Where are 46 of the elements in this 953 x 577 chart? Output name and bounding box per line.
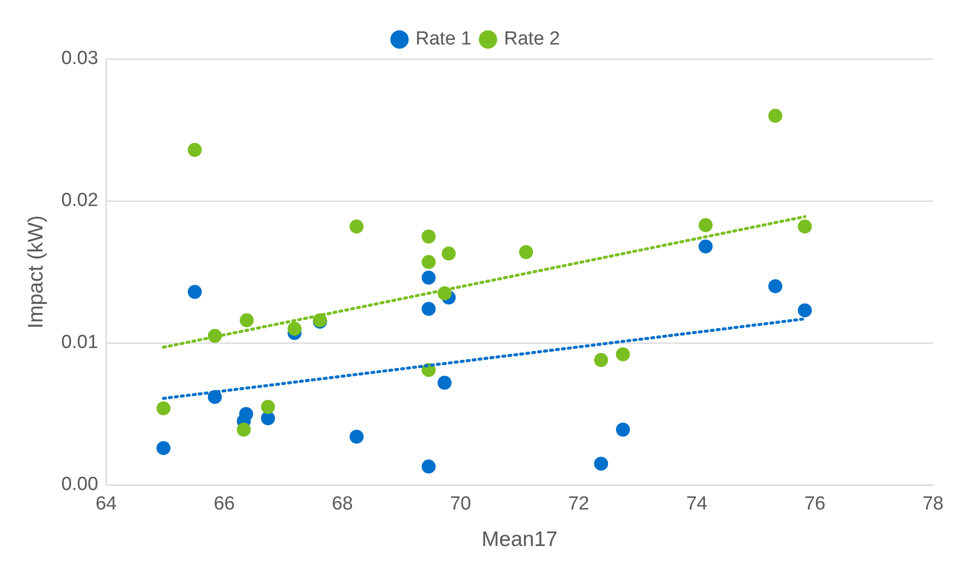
- point: [156, 441, 170, 456]
- point: [519, 245, 534, 260]
- point: [768, 108, 782, 123]
- y-tick-label: 0.00: [61, 474, 98, 496]
- point: [188, 284, 202, 299]
- point: [698, 218, 713, 232]
- point: [240, 313, 254, 328]
- point: [798, 303, 812, 318]
- x-tick-label: 68: [332, 494, 353, 515]
- point: [261, 400, 275, 414]
- y-tick-label: 0.03: [61, 48, 98, 70]
- point: [288, 322, 302, 336]
- point: [768, 279, 782, 294]
- point: [442, 246, 456, 261]
- point: [594, 353, 608, 368]
- point: [798, 220, 812, 234]
- legend-label: Rate 1: [416, 28, 472, 50]
- y-axis-title: Impact (kW): [24, 215, 48, 329]
- x-tick-label: 64: [96, 494, 118, 515]
- point: [594, 456, 608, 471]
- point: [422, 255, 436, 270]
- point: [350, 430, 364, 444]
- point: [422, 270, 436, 285]
- x-tick-label: 72: [568, 494, 590, 515]
- y-tick-label: 0.02: [61, 190, 98, 212]
- point: [698, 239, 713, 254]
- point: [422, 230, 436, 244]
- x-tick-label: 74: [686, 494, 708, 515]
- point: [350, 220, 364, 234]
- legend-label: Rate 2: [504, 28, 560, 50]
- point: [236, 422, 251, 437]
- point: [261, 411, 275, 426]
- point: [422, 302, 436, 316]
- x-tick-label: 76: [804, 494, 826, 515]
- point: [438, 376, 452, 390]
- point: [188, 142, 202, 157]
- y-tick-label: 0.01: [61, 332, 98, 354]
- x-tick-label: 78: [922, 494, 944, 515]
- x-axis-title: Mean17: [482, 528, 558, 552]
- x-tick-label: 70: [450, 494, 472, 515]
- point: [616, 347, 630, 362]
- x-tick-label: 66: [214, 494, 235, 515]
- point: [156, 401, 170, 416]
- point: [616, 422, 630, 437]
- point: [239, 407, 254, 421]
- point: [422, 460, 436, 474]
